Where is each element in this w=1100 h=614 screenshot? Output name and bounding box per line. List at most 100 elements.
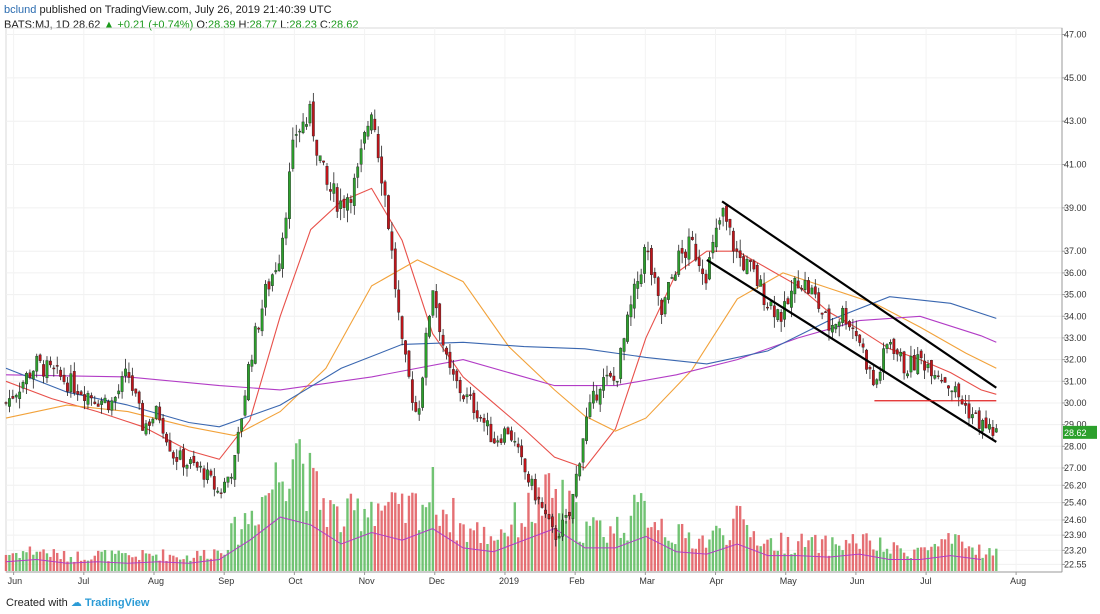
candle-body xyxy=(885,344,889,349)
candle-body xyxy=(247,364,250,401)
candle-body xyxy=(124,368,127,377)
volume-bar xyxy=(117,550,120,571)
price-tick-label: 43.00 xyxy=(1064,116,1087,126)
time-tick-label: Feb xyxy=(569,576,585,586)
volume-bar xyxy=(882,551,885,571)
volume-bar xyxy=(875,550,878,571)
volume-bar xyxy=(59,559,62,571)
volume-bar xyxy=(629,515,633,571)
candle-body xyxy=(315,139,319,156)
candle-body xyxy=(137,391,141,404)
candle-body xyxy=(376,134,380,159)
candle-body xyxy=(895,349,899,355)
volume-bar xyxy=(814,534,817,571)
volume-bar xyxy=(762,543,766,571)
candle-body xyxy=(728,219,732,228)
author-name[interactable]: bclund xyxy=(4,4,37,16)
time-tick-label: Sep xyxy=(218,576,234,586)
candle-body xyxy=(192,455,196,463)
volume-bar xyxy=(759,546,762,571)
volume-bar xyxy=(496,539,499,571)
volume-bar xyxy=(639,493,643,571)
high-label: H: xyxy=(238,19,250,31)
volume-bar xyxy=(967,546,971,571)
volume-bar xyxy=(995,548,998,571)
price-tick-label: 31.00 xyxy=(1064,376,1087,386)
volume-bar xyxy=(592,517,595,571)
candle-body xyxy=(697,257,701,267)
volume-bar xyxy=(137,559,141,571)
candle-body xyxy=(366,125,370,137)
candle-body xyxy=(291,139,295,169)
candle-body xyxy=(598,389,602,405)
volume-bar xyxy=(250,510,254,571)
candle-body xyxy=(848,321,851,328)
volume-bar xyxy=(417,530,421,571)
volume-bar xyxy=(421,504,424,571)
volume-bar xyxy=(786,536,790,571)
volume-bar xyxy=(954,534,957,571)
candle-body xyxy=(62,374,66,382)
volume-bar xyxy=(8,554,11,571)
volume-bar xyxy=(394,492,397,571)
last-price-box xyxy=(1063,425,1097,439)
price-tick-label: 26.20 xyxy=(1064,480,1087,490)
candle-body xyxy=(482,417,486,423)
candle-body xyxy=(380,156,384,184)
candle-body xyxy=(31,370,35,380)
tradingview-brand[interactable]: TradingView xyxy=(84,597,150,609)
volume-bar xyxy=(315,471,318,571)
time-tick-label: Jun xyxy=(850,576,865,586)
time-tick-label: Aug xyxy=(148,576,164,586)
candle-body xyxy=(349,199,353,203)
volume-bar xyxy=(383,505,387,571)
moving-average-purple xyxy=(5,315,997,391)
volume-bar xyxy=(537,487,540,571)
candle-body xyxy=(311,101,315,137)
price-tick-label: 33.00 xyxy=(1064,333,1087,343)
candle-body xyxy=(868,366,872,370)
volume-bar xyxy=(18,557,21,571)
volume-bar xyxy=(735,505,738,571)
volume-bar xyxy=(397,503,400,571)
candle-body xyxy=(48,360,52,366)
volume-bar xyxy=(674,544,677,571)
volume-bar xyxy=(363,508,366,571)
candle-body xyxy=(175,457,179,462)
price-tick-label: 36.00 xyxy=(1064,268,1087,278)
volume-bar xyxy=(564,520,568,571)
trend-drawings xyxy=(706,200,997,443)
volume-bar xyxy=(892,542,896,571)
price-tick-label: 41.00 xyxy=(1064,160,1087,170)
up-arrow-icon: ▲ xyxy=(103,19,115,31)
candle-body xyxy=(369,114,373,131)
candle-body xyxy=(824,311,827,313)
volume-bar xyxy=(838,545,841,571)
volume-bar xyxy=(698,538,701,571)
candle-body xyxy=(673,274,677,281)
candle-body xyxy=(568,511,571,517)
volume-bar xyxy=(209,558,213,571)
candle-body xyxy=(110,400,114,411)
volume-bar xyxy=(83,559,86,571)
candle-body xyxy=(100,400,104,405)
candle-body xyxy=(431,290,435,316)
candle-body xyxy=(622,338,626,352)
candle-body xyxy=(834,324,838,330)
volume-bar xyxy=(817,552,820,571)
volume-bar xyxy=(291,459,295,571)
candle-body xyxy=(800,287,804,290)
candle-body xyxy=(305,124,308,127)
volume-bar xyxy=(329,500,332,571)
candle-body xyxy=(591,390,595,404)
volume-bar xyxy=(834,544,837,571)
candle-body xyxy=(677,250,681,275)
candle-body xyxy=(960,399,964,405)
volume-bar xyxy=(738,506,742,571)
time-tick-label: Oct xyxy=(288,576,303,586)
candle-body xyxy=(25,373,28,385)
volume-bar xyxy=(274,462,277,571)
volume-bar xyxy=(861,534,865,571)
close-label: C: xyxy=(319,19,331,31)
